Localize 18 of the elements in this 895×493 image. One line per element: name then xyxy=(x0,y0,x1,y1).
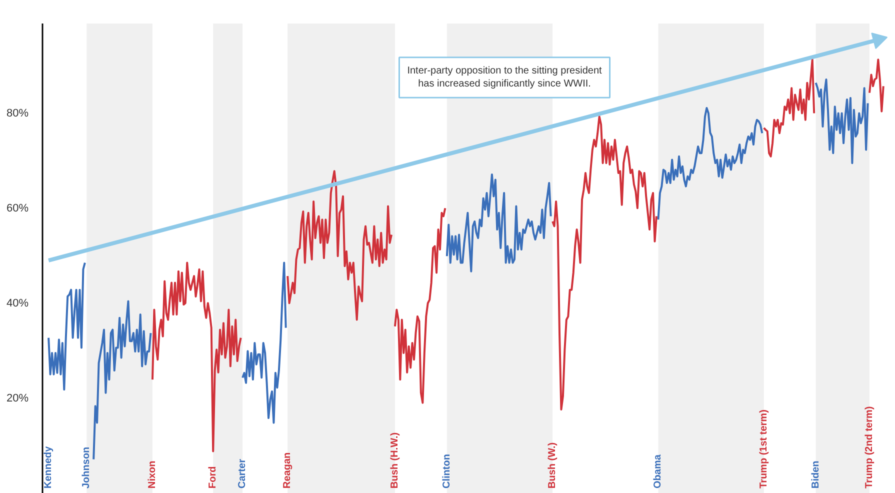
y-tick-label: 60% xyxy=(6,202,29,215)
x-tick-label: Obama xyxy=(652,454,664,488)
x-tick-label: Reagan xyxy=(282,452,294,488)
x-tick-label: Trump (2nd term) xyxy=(864,406,876,488)
x-tick-label: Johnson xyxy=(81,446,92,488)
x-tick-label: Ford xyxy=(208,466,219,488)
annotation: Inter-party opposition to the sitting president has increased significantly since WWII. xyxy=(407,65,602,90)
x-tick-label: Clinton xyxy=(441,454,452,488)
y-tick-label: 80% xyxy=(6,108,29,120)
x-tick-label: Bush (W.) xyxy=(547,442,558,488)
y-tick-label: 20% xyxy=(6,392,29,405)
x-tick-label: Nixon xyxy=(146,460,158,488)
x-tick-label: Biden xyxy=(810,460,822,488)
y-tick-label: 40% xyxy=(6,298,29,310)
x-tick-label: Carter xyxy=(237,458,248,488)
x-tick-label: Trump (1st term) xyxy=(758,410,770,488)
x-tick-label: Kennedy xyxy=(43,446,54,488)
x-tick-label: Bush (H.W.) xyxy=(389,432,400,488)
